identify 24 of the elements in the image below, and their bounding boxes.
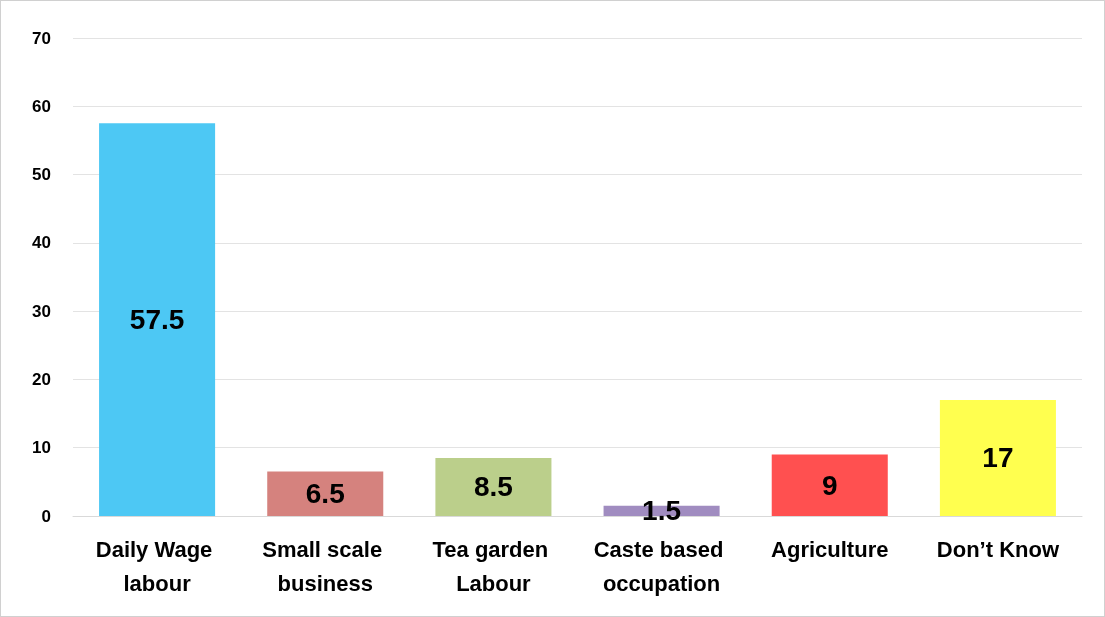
bar xyxy=(99,123,216,516)
data-label: 17 xyxy=(982,442,1014,474)
y-tick-label: 40 xyxy=(32,233,51,253)
y-tick-label: 50 xyxy=(32,165,51,185)
x-tick-label: Daily Wage labour xyxy=(95,536,219,596)
y-tick-label: 30 xyxy=(32,301,51,321)
y-tick-label: 20 xyxy=(32,369,51,389)
y-tick-label: 0 xyxy=(41,506,51,526)
x-tick-label: Tea garden Labour xyxy=(432,536,555,596)
bar xyxy=(771,454,888,516)
y-tick-label: 60 xyxy=(32,96,51,116)
x-tick-label: Small scale business xyxy=(262,536,389,596)
data-label: 57.5 xyxy=(129,304,185,336)
x-tick-label: Don’t Know xyxy=(936,536,1060,562)
x-tick-label: Agriculture xyxy=(771,536,889,562)
y-tick-label: 70 xyxy=(32,28,51,48)
bar xyxy=(939,399,1056,516)
bar xyxy=(435,457,552,516)
bar xyxy=(267,471,384,516)
x-tick-label: Caste based occupation xyxy=(593,536,730,596)
y-tick-label: 10 xyxy=(32,438,51,458)
data-label: 9 xyxy=(821,469,838,501)
data-label: 6.5 xyxy=(305,478,345,510)
data-label: 8.5 xyxy=(473,471,513,503)
